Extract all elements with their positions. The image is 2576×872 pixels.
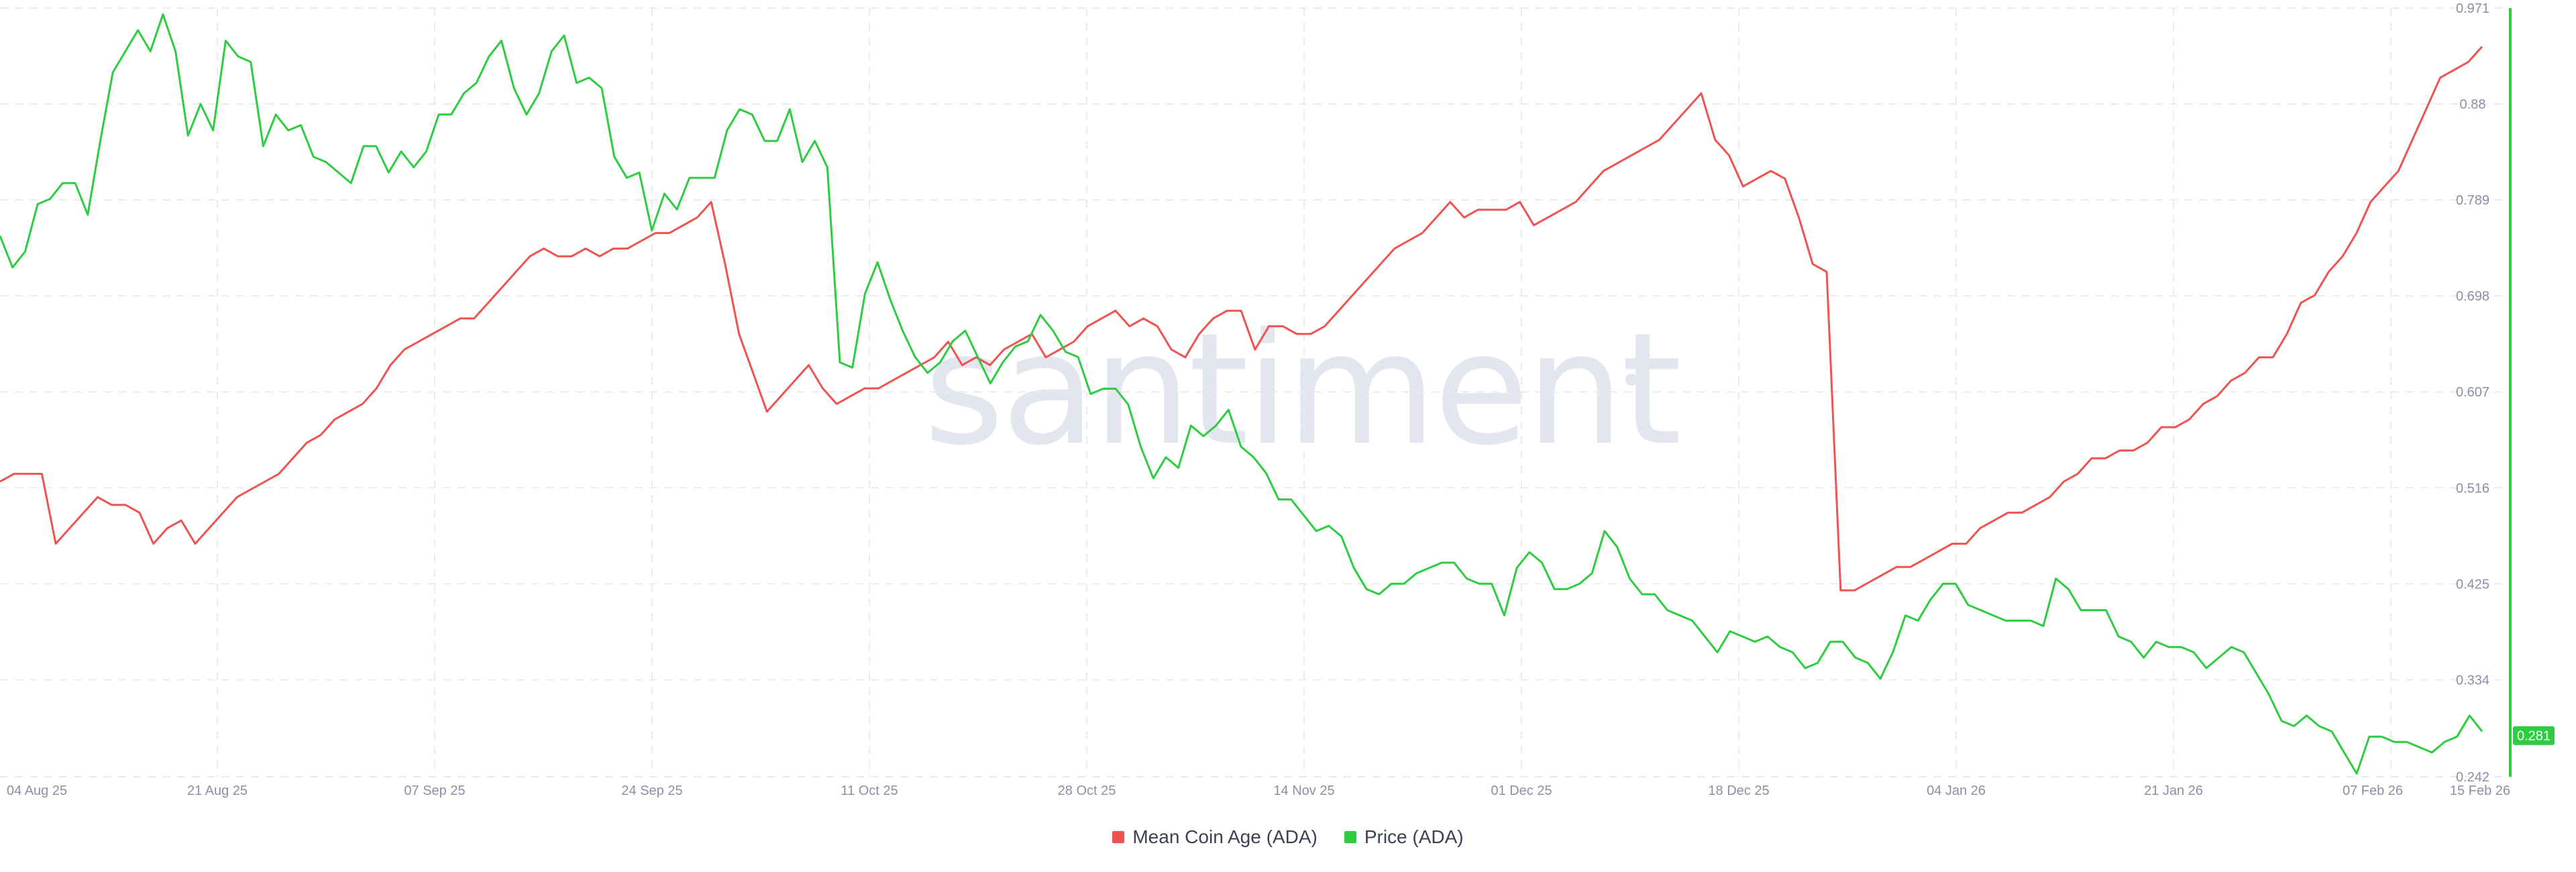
legend-swatch-mean-coin-age [1112, 831, 1125, 843]
x-tick-label: 07 Sep 25 [404, 783, 465, 798]
x-tick-label: 21 Aug 25 [187, 783, 248, 798]
y-tick-label: 0.789 [2456, 193, 2489, 208]
y-tick-label: 0.971 [2456, 1, 2489, 16]
legend-swatch-price [1344, 831, 1356, 843]
x-tick-label: 11 Oct 25 [841, 783, 898, 798]
legend-label-mean-coin-age: Mean Coin Age (ADA) [1132, 826, 1318, 847]
series-line-price [0, 13, 2483, 775]
y-tick-label: 0.88 [2460, 97, 2486, 112]
watermark-dot [1625, 374, 1638, 386]
x-tick-label: 24 Sep 25 [621, 783, 682, 798]
x-tick-label: 04 Aug 25 [7, 783, 67, 798]
x-tick-label: 18 Dec 25 [1708, 783, 1769, 798]
x-tick-label: 15 Feb 26 [2450, 783, 2510, 798]
y-tick-label: 0.516 [2456, 481, 2489, 496]
x-tick-label: 21 Jan 26 [2144, 783, 2203, 798]
legend: Mean Coin Age (ADA) Price (ADA) [0, 826, 2576, 848]
x-tick-label: 04 Jan 26 [1927, 783, 1986, 798]
y-tick-label: 0.242 [2456, 770, 2489, 785]
legend-item-price[interactable]: Price (ADA) [1344, 826, 1464, 848]
watermark-text: santiment [924, 301, 1679, 480]
series-line-mean-coin-age [0, 46, 2483, 592]
y-tick-label: 0.425 [2456, 577, 2489, 592]
x-tick-label: 01 Dec 25 [1491, 783, 1552, 798]
legend-item-mean-coin-age[interactable]: Mean Coin Age (ADA) [1112, 826, 1318, 848]
current-value-label: 0.281 [2517, 729, 2551, 744]
x-tick-label: 28 Oct 25 [1058, 783, 1116, 798]
y-tick-label: 0.334 [2456, 673, 2489, 688]
current-value-badge [2513, 726, 2555, 745]
x-tick-label: 07 Feb 26 [2343, 783, 2403, 798]
y-tick-label: 0.698 [2456, 289, 2489, 304]
y-tick-label: 0.607 [2456, 385, 2489, 400]
legend-label-price: Price (ADA) [1364, 826, 1464, 847]
x-tick-label: 14 Nov 25 [1273, 783, 1334, 798]
